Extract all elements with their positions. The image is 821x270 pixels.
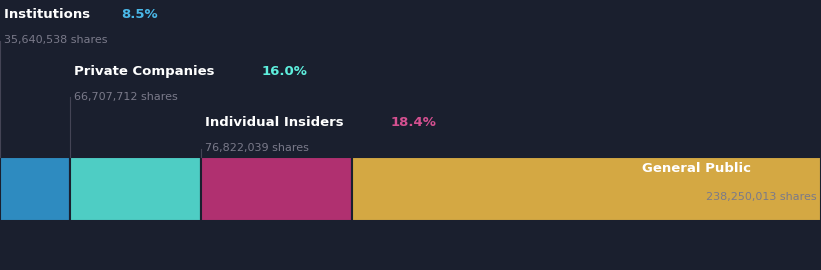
Text: 238,250,013 shares: 238,250,013 shares — [706, 192, 817, 202]
Text: 8.5%: 8.5% — [122, 8, 158, 21]
Bar — [0, 157, 70, 221]
Text: 16.0%: 16.0% — [261, 65, 307, 78]
Text: 66,707,712 shares: 66,707,712 shares — [74, 92, 177, 102]
Text: 35,640,538 shares: 35,640,538 shares — [4, 35, 108, 45]
Bar — [70, 157, 201, 221]
Text: Individual Insiders: Individual Insiders — [205, 116, 348, 129]
Text: 76,822,039 shares: 76,822,039 shares — [205, 143, 310, 153]
Text: Institutions: Institutions — [4, 8, 95, 21]
Text: 57.1%: 57.1% — [771, 162, 817, 175]
Text: Private Companies: Private Companies — [74, 65, 219, 78]
Bar — [352, 157, 821, 221]
Text: General Public: General Public — [642, 162, 755, 175]
Text: 18.4%: 18.4% — [390, 116, 436, 129]
Bar — [201, 157, 352, 221]
